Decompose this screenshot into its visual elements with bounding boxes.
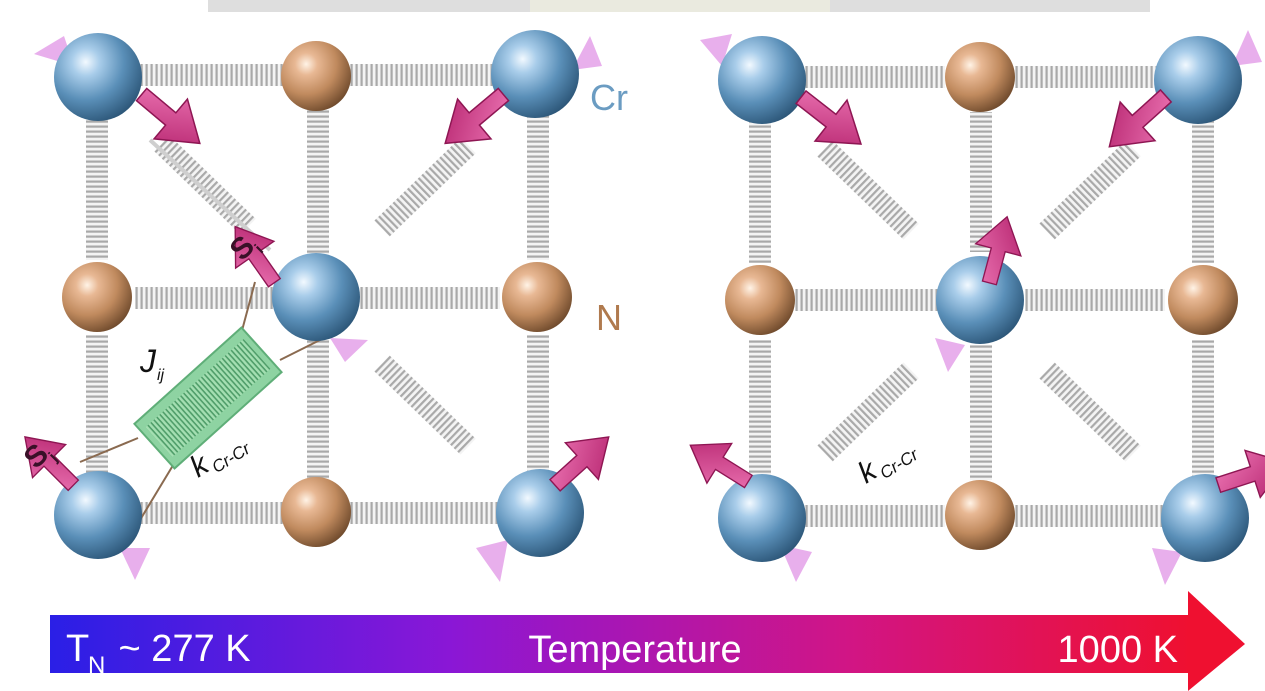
spin-tail bbox=[935, 338, 965, 372]
spin-tail bbox=[780, 545, 812, 582]
spring bbox=[970, 345, 992, 480]
spring bbox=[1015, 66, 1160, 88]
exchange-symbol: J bbox=[139, 343, 157, 379]
n-atom bbox=[502, 262, 572, 332]
coupling-connector bbox=[139, 461, 176, 521]
n-atom bbox=[281, 477, 351, 547]
spring-constant-label-right: k Cr-Cr bbox=[852, 444, 922, 490]
spring bbox=[374, 137, 476, 237]
exchange-subscript: ij bbox=[157, 367, 165, 384]
spin-tail bbox=[1232, 30, 1262, 66]
temperature-axis-label: Temperature bbox=[528, 629, 741, 671]
top-header-highlight bbox=[530, 0, 830, 12]
exchange-label: J ij bbox=[139, 343, 165, 384]
spring bbox=[817, 362, 919, 462]
temperature-arrow: T N ~ 277 K Temperature 1000 K bbox=[50, 591, 1245, 691]
right-springs-vertical bbox=[749, 112, 1214, 480]
spring bbox=[817, 140, 919, 240]
cr-atom bbox=[1154, 36, 1242, 124]
left-atoms bbox=[34, 30, 602, 582]
right-atoms bbox=[700, 30, 1262, 585]
spin-tail bbox=[476, 540, 508, 582]
n-atom bbox=[62, 262, 132, 332]
spring bbox=[800, 505, 945, 527]
spring bbox=[1015, 505, 1165, 527]
spring bbox=[795, 289, 940, 311]
temperature-gradient-bar bbox=[50, 615, 1190, 673]
cr-atom bbox=[54, 471, 142, 559]
n-label: N bbox=[596, 297, 622, 338]
cr-atom bbox=[54, 33, 142, 121]
n-atom bbox=[725, 265, 795, 335]
n-atom bbox=[945, 480, 1015, 550]
spring bbox=[527, 115, 549, 260]
cr-atom bbox=[936, 256, 1024, 344]
max-temperature-label: 1000 K bbox=[1058, 629, 1178, 671]
cr-label: Cr bbox=[590, 77, 628, 118]
neel-symbol: T bbox=[66, 628, 89, 670]
spring bbox=[86, 115, 108, 260]
spin-tail bbox=[330, 338, 368, 362]
spring bbox=[1039, 362, 1141, 462]
spring bbox=[350, 502, 500, 524]
left-lattice-panel: Cr N S i S j J ij k Cr-Cr bbox=[7, 30, 628, 582]
spring bbox=[749, 340, 771, 480]
neel-temperature-label: T N ~ 277 K bbox=[66, 628, 251, 679]
spin-tail bbox=[120, 548, 150, 580]
exchange-coupling-box bbox=[79, 281, 331, 521]
spring bbox=[135, 287, 275, 309]
n-atom bbox=[945, 42, 1015, 112]
spring bbox=[307, 340, 329, 480]
n-atom bbox=[1168, 265, 1238, 335]
spring bbox=[527, 335, 549, 475]
spin-tail bbox=[1152, 548, 1182, 585]
coupling-spring-coils bbox=[145, 338, 271, 458]
neel-subscript: N bbox=[88, 652, 105, 679]
right-springs-diagonal bbox=[817, 140, 1141, 462]
cr-atom bbox=[1161, 474, 1249, 562]
spring bbox=[154, 135, 256, 235]
spring bbox=[86, 335, 108, 475]
cr-atom bbox=[496, 469, 584, 557]
spring bbox=[1192, 118, 1214, 263]
spring bbox=[970, 112, 992, 252]
left-springs-diagonal bbox=[148, 135, 476, 455]
spring-subscript: Cr-Cr bbox=[208, 438, 254, 477]
spring bbox=[749, 118, 771, 263]
spring bbox=[1025, 289, 1165, 311]
spring bbox=[360, 287, 500, 309]
spring bbox=[307, 110, 329, 260]
right-springs-horizontal bbox=[795, 66, 1165, 527]
right-lattice-panel: k Cr-Cr bbox=[677, 30, 1265, 585]
spring bbox=[1039, 140, 1141, 240]
cr-atom bbox=[272, 253, 360, 341]
cr-atom bbox=[491, 30, 579, 118]
n-atom bbox=[281, 41, 351, 111]
neel-value: ~ 277 K bbox=[108, 628, 251, 670]
spring-subscript: Cr-Cr bbox=[876, 444, 922, 483]
spring bbox=[805, 66, 945, 88]
cr-atom bbox=[718, 36, 806, 124]
cr-atom bbox=[718, 474, 806, 562]
left-springs-horizontal bbox=[135, 64, 500, 524]
left-springs-vertical bbox=[86, 110, 549, 480]
spring bbox=[1192, 340, 1214, 480]
spring bbox=[350, 64, 500, 86]
temperature-arrowhead bbox=[1188, 591, 1245, 691]
spring bbox=[140, 64, 286, 86]
coupling-connector bbox=[79, 437, 139, 463]
spin-tail bbox=[572, 36, 602, 70]
spring bbox=[140, 502, 286, 524]
spring bbox=[374, 355, 476, 455]
